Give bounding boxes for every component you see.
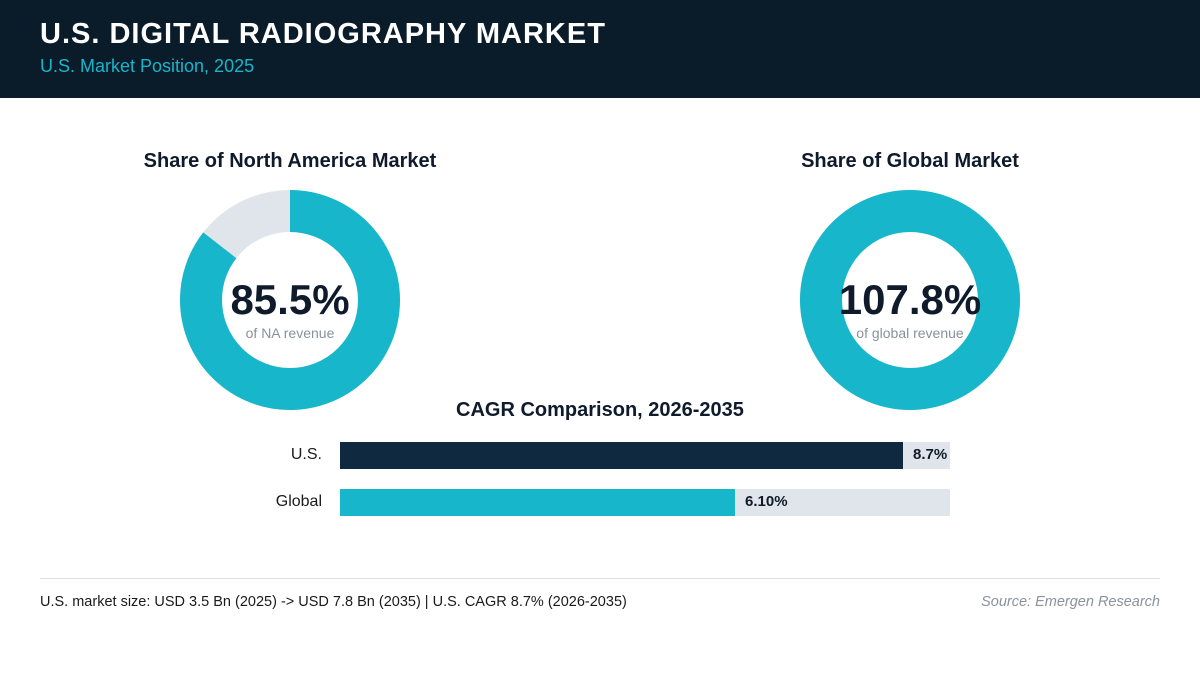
- bar-row-us: U.S. 8.7%: [0, 442, 1200, 469]
- donut-value: 107.8%: [838, 276, 982, 323]
- bar-value-label: 8.7%: [913, 446, 948, 463]
- footer-divider: [40, 578, 1160, 579]
- donut-caption: of global revenue: [856, 325, 964, 341]
- donut-value: 85.5%: [230, 276, 350, 323]
- cagr-chart-title: CAGR Comparison, 2026-2035: [456, 399, 744, 421]
- donut-slice: [180, 190, 400, 410]
- bar-global: [340, 489, 735, 516]
- donut-title: Share of Global Market: [801, 150, 1019, 172]
- donut-caption: of NA revenue: [245, 325, 335, 341]
- header-banner: U.S. DIGITAL RADIOGRAPHY MARKET U.S. Mar…: [0, 0, 1200, 98]
- bar-category-label: U.S.: [290, 446, 322, 463]
- bar-us: [340, 442, 903, 469]
- donut-title: Share of North America Market: [143, 150, 437, 172]
- donut-chart-global: [800, 190, 1020, 410]
- page-subtitle: U.S. Market Position, 2025: [40, 56, 255, 76]
- donut-chart-na: [180, 190, 400, 410]
- bar-value-label: 6.10%: [745, 493, 788, 510]
- bar-track: 8.7%: [340, 442, 950, 469]
- bar-row-global: Global 6.10%: [0, 489, 1200, 516]
- bar-category-label: Global: [275, 493, 322, 510]
- bar-track: 6.10%: [340, 489, 950, 516]
- source-credit: Source: Emergen Research: [981, 594, 1160, 610]
- footer-note: U.S. market size: USD 3.5 Bn (2025) -> U…: [40, 594, 627, 610]
- donut-slice: [800, 190, 1020, 410]
- page-title: U.S. DIGITAL RADIOGRAPHY MARKET: [40, 18, 606, 50]
